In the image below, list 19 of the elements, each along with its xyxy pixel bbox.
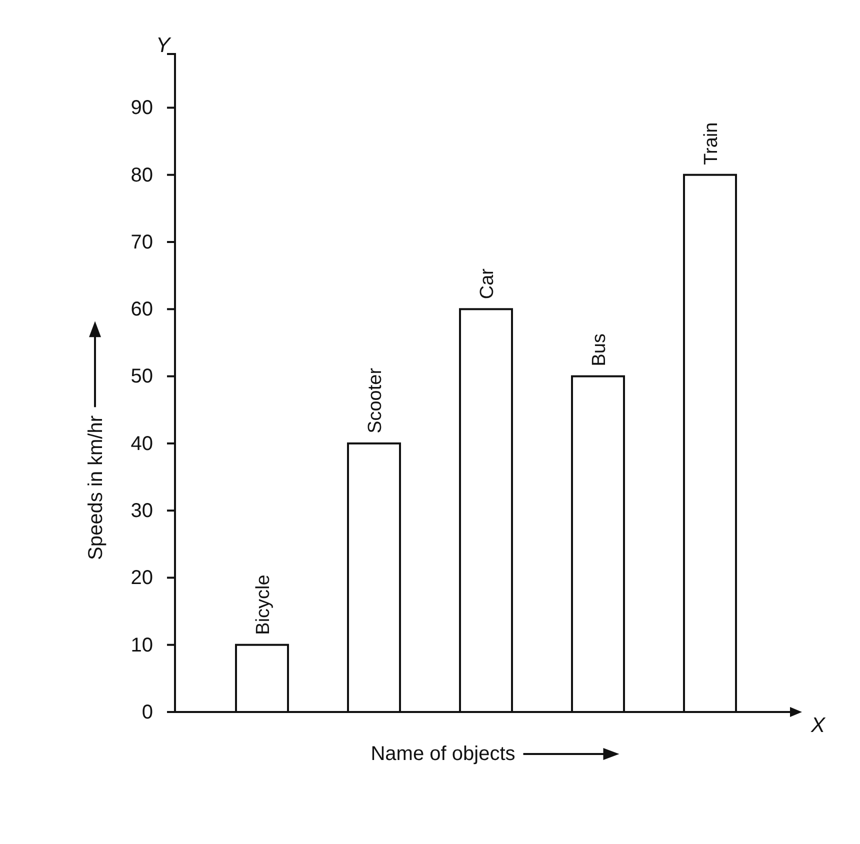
y-tick-label: 40 (130, 432, 153, 455)
y-tick-label: 10 (130, 634, 153, 656)
x-tick-label: Scooter (365, 367, 386, 434)
x-tick-label: Car (477, 268, 498, 300)
y-tick-label: 50 (130, 366, 153, 388)
y-tick-label: 60 (130, 298, 153, 321)
x-tick-label: Bicycle (253, 574, 274, 635)
x-tick-label: Bus (589, 334, 610, 366)
y-tick-label: 20 (130, 567, 153, 590)
y-axis-title: Speeds in km/hr (85, 415, 107, 560)
y-tick-label: 0 (142, 701, 153, 724)
x-tick-label: Train (701, 122, 722, 165)
x-axis-title: Name of objects (370, 743, 516, 765)
text: X (810, 714, 826, 737)
y-tick-label: 90 (130, 97, 153, 120)
y-tick-label: 80 (130, 164, 153, 186)
y-tick-label: 70 (130, 231, 153, 254)
text: Y (156, 34, 172, 57)
y-tick-label: 30 (130, 500, 153, 522)
